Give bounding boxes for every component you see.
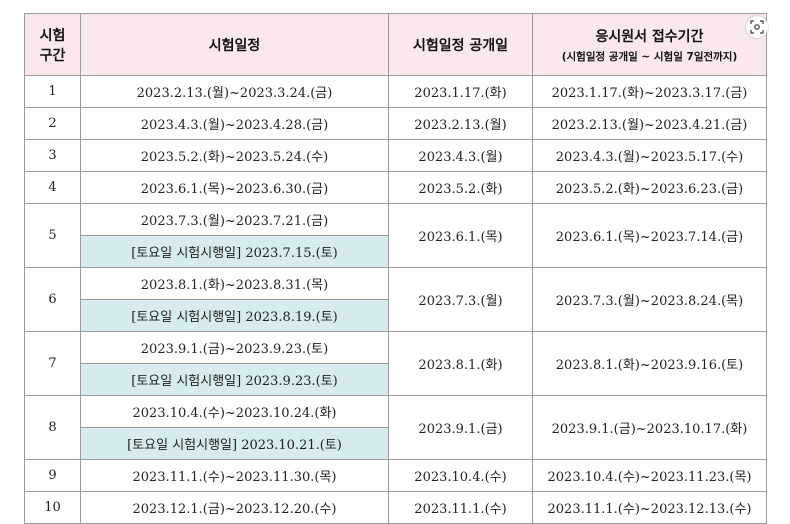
header-period: 시험 구간	[24, 13, 81, 76]
schedule-cell: 2023.12.1.(금)~2023.12.20.(수)	[80, 491, 389, 524]
open-date-cell: 2023.4.3.(월)	[388, 139, 533, 172]
schedule-cell: 2023.11.1.(수)~2023.11.30.(목)	[80, 459, 389, 492]
schedule-cell: 2023.6.1.(목)~2023.6.30.(금)	[80, 171, 389, 204]
header-apply-title: 응시원서 접수기간	[595, 28, 704, 45]
schedule-cell: 2023.4.3.(월)~2023.4.28.(금)	[80, 107, 389, 140]
open-date-cell: 2023.1.17.(화)	[388, 75, 533, 108]
table-row-saturday: [토요일 시험시행일] 2023.7.15.(토)	[25, 235, 767, 268]
table-row: 4 2023.6.1.(목)~2023.6.30.(금) 2023.5.2.(화…	[24, 171, 767, 204]
apply-cell: 2023.11.1.(수)~2023.12.13.(수)	[532, 491, 767, 524]
exam-schedule-table: 시험 구간 시험일정 시험일정 공개일 응시원서 접수기간 (시험일정 공개일 …	[24, 13, 767, 524]
schedule-cell: 2023.5.2.(화)~2023.5.24.(수)	[80, 139, 389, 172]
image-search-icon-glyph	[750, 20, 764, 34]
saturday-exam-cell: [토요일 시험시행일] 2023.9.23.(토)	[80, 363, 389, 396]
table-row: 7 2023.9.1.(금)~2023.9.23.(토) 2023.8.1.(화…	[24, 331, 767, 396]
open-date-cell: 2023.11.1.(수)	[388, 491, 533, 524]
schedule-cell: 2023.7.3.(월)~2023.7.21.(금)	[80, 203, 389, 236]
period-cell: 6	[24, 267, 81, 332]
period-cell: 8	[24, 395, 81, 460]
table-row: 9 2023.11.1.(수)~2023.11.30.(목) 2023.10.4…	[24, 459, 767, 492]
apply-cell: 2023.8.1.(화)~2023.9.16.(토)	[532, 331, 767, 396]
header-schedule: 시험일정	[80, 13, 389, 76]
saturday-exam-cell: [토요일 시험시행일] 2023.10.21.(토)	[80, 427, 389, 460]
open-date-cell: 2023.10.4.(수)	[388, 459, 533, 492]
schedule-cell: 2023.2.13.(월)~2023.3.24.(금)	[80, 75, 389, 108]
period-cell: 10	[24, 491, 81, 524]
open-date-cell: 2023.6.1.(목)	[388, 203, 533, 268]
apply-cell: 2023.7.3.(월)~2023.8.24.(목)	[532, 267, 767, 332]
header-period-line1: 시험	[39, 27, 66, 44]
image-search-icon[interactable]	[746, 16, 768, 38]
table-row-saturday: [토요일 시험시행일] 2023.10.21.(토)	[25, 427, 767, 460]
exam-schedule-table-wrapper: 시험 구간 시험일정 시험일정 공개일 응시원서 접수기간 (시험일정 공개일 …	[24, 13, 767, 524]
period-cell: 2	[24, 107, 81, 140]
open-date-cell: 2023.9.1.(금)	[388, 395, 533, 460]
table-row: 10 2023.12.1.(금)~2023.12.20.(수) 2023.11.…	[24, 491, 767, 524]
header-apply: 응시원서 접수기간 (시험일정 공개일 ~ 시험일 7일전까지)	[532, 13, 767, 76]
period-cell: 7	[24, 331, 81, 396]
open-date-cell: 2023.2.13.(월)	[388, 107, 533, 140]
period-cell: 1	[24, 75, 81, 108]
apply-cell: 2023.9.1.(금)~2023.10.17.(화)	[532, 395, 767, 460]
apply-cell: 2023.4.3.(월)~2023.5.17.(수)	[532, 139, 767, 172]
open-date-cell: 2023.5.2.(화)	[388, 171, 533, 204]
open-date-cell: 2023.7.3.(월)	[388, 267, 533, 332]
apply-cell: 2023.5.2.(화)~2023.6.23.(금)	[532, 171, 767, 204]
saturday-exam-cell: [토요일 시험시행일] 2023.8.19.(토)	[80, 299, 389, 332]
table-row: 2 2023.4.3.(월)~2023.4.28.(금) 2023.2.13.(…	[24, 107, 767, 140]
apply-cell: 2023.10.4.(수)~2023.11.23.(목)	[532, 459, 767, 492]
period-cell: 9	[24, 459, 81, 492]
table-row: 5 2023.7.3.(월)~2023.7.21.(금) 2023.6.1.(목…	[24, 203, 767, 268]
table-row: 1 2023.2.13.(월)~2023.3.24.(금) 2023.1.17.…	[24, 75, 767, 108]
period-cell: 5	[24, 203, 81, 268]
header-open-date: 시험일정 공개일	[388, 13, 533, 76]
open-date-cell: 2023.8.1.(화)	[388, 331, 533, 396]
header-apply-subtitle: (시험일정 공개일 ~ 시험일 7일전까지)	[561, 50, 738, 63]
table-row: 8 2023.10.4.(수)~2023.10.24.(화) 2023.9.1.…	[24, 395, 767, 460]
apply-cell: 2023.6.1.(목)~2023.7.14.(금)	[532, 203, 767, 268]
table-row-saturday: [토요일 시험시행일] 2023.8.19.(토)	[25, 299, 767, 332]
saturday-exam-cell: [토요일 시험시행일] 2023.7.15.(토)	[80, 235, 389, 268]
period-cell: 4	[24, 171, 81, 204]
period-cell: 3	[24, 139, 81, 172]
schedule-cell: 2023.10.4.(수)~2023.10.24.(화)	[80, 395, 389, 428]
header-period-line2: 구간	[39, 47, 66, 64]
apply-cell: 2023.2.13.(월)~2023.4.21.(금)	[532, 107, 767, 140]
schedule-cell: 2023.9.1.(금)~2023.9.23.(토)	[80, 331, 389, 364]
table-row: 3 2023.5.2.(화)~2023.5.24.(수) 2023.4.3.(월…	[24, 139, 767, 172]
schedule-cell: 2023.8.1.(화)~2023.8.31.(목)	[80, 267, 389, 300]
table-header-row: 시험 구간 시험일정 시험일정 공개일 응시원서 접수기간 (시험일정 공개일 …	[24, 13, 767, 76]
apply-cell: 2023.1.17.(화)~2023.3.17.(금)	[532, 75, 767, 108]
table-row: 6 2023.8.1.(화)~2023.8.31.(목) 2023.7.3.(월…	[24, 267, 767, 332]
